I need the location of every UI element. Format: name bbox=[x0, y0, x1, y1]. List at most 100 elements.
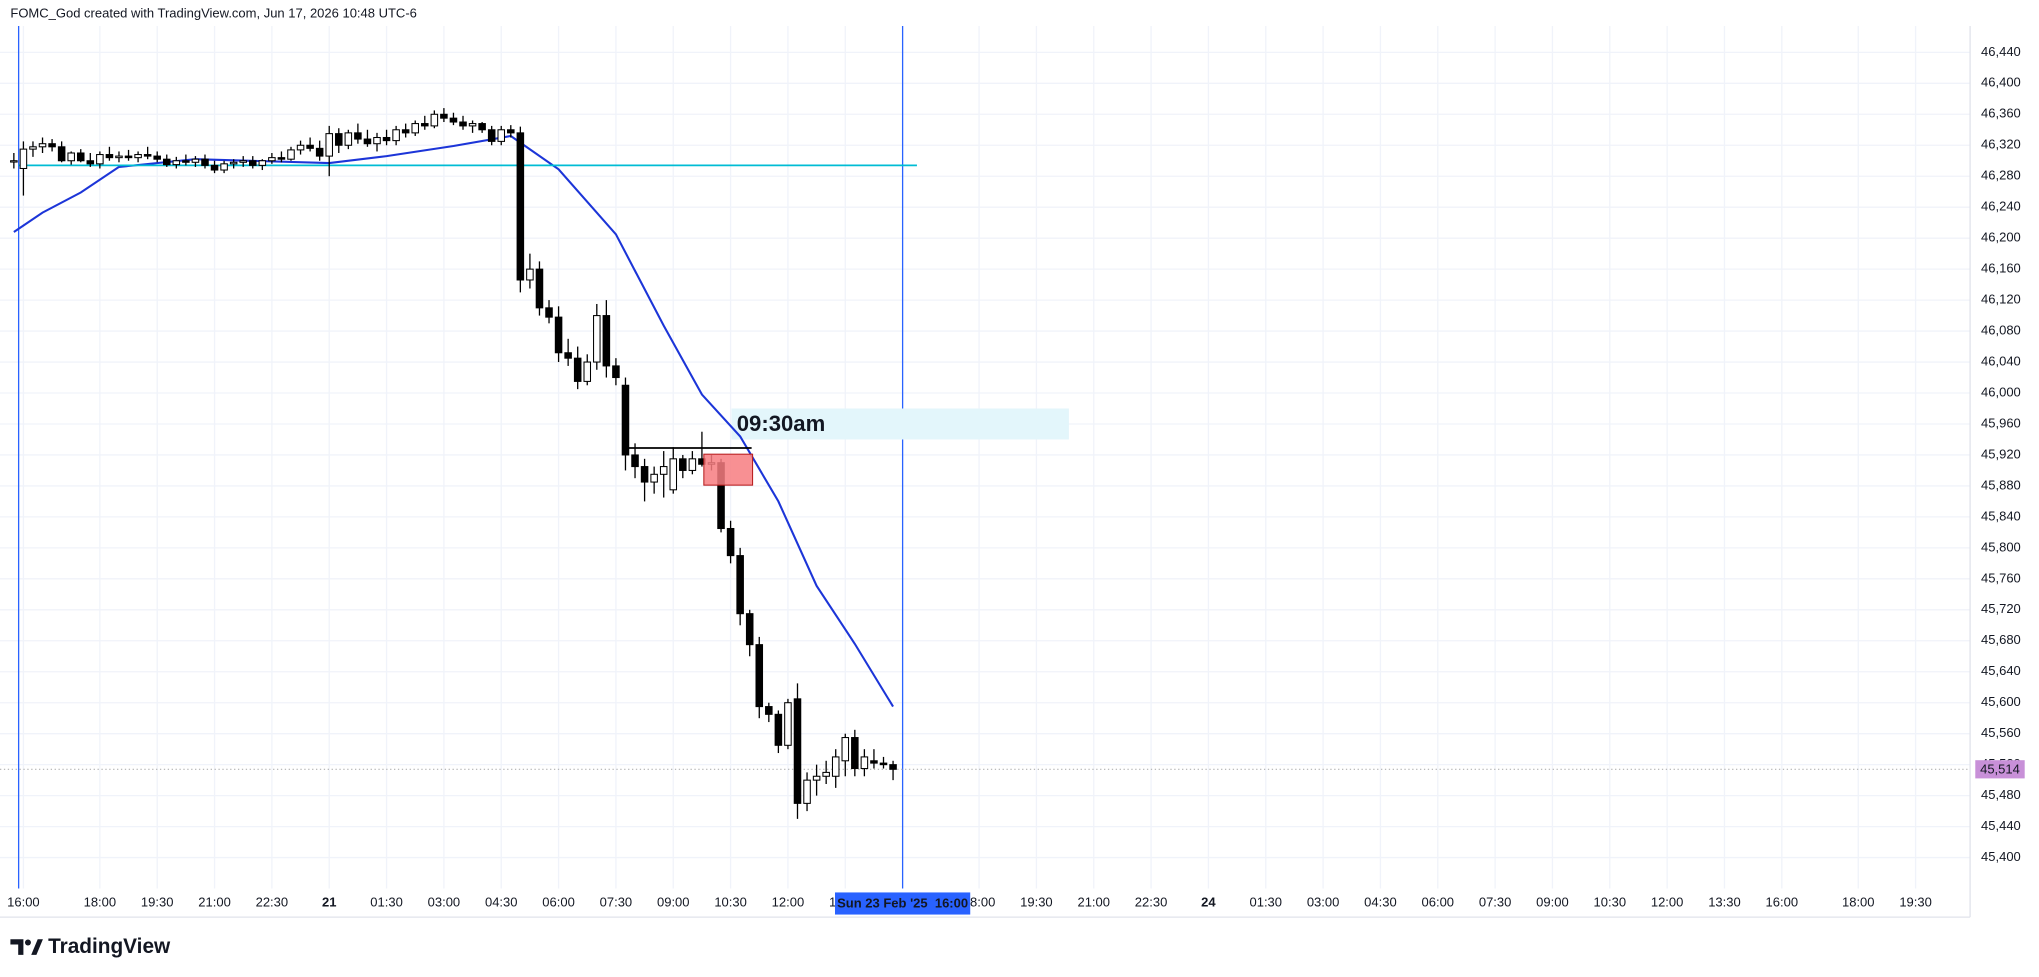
candle-body bbox=[162, 158, 171, 166]
candle-body bbox=[363, 138, 372, 145]
candle-body bbox=[602, 315, 611, 367]
candle-body bbox=[860, 756, 869, 770]
x-tick-label: 09:00 bbox=[1536, 894, 1569, 909]
y-tick-label: 46,400 bbox=[1981, 75, 2021, 90]
y-tick-label: 46,160 bbox=[1981, 261, 2021, 276]
logo-shape bbox=[31, 939, 43, 955]
y-tick-label: 45,800 bbox=[1981, 539, 2021, 554]
candle-body bbox=[48, 143, 56, 148]
candle-body bbox=[268, 157, 276, 162]
crosshair-box bbox=[834, 892, 971, 915]
zone-box bbox=[703, 453, 754, 486]
y-tick-label: 46,320 bbox=[1981, 137, 2021, 152]
candle-layer bbox=[10, 108, 897, 819]
candle-body bbox=[143, 154, 152, 157]
candle-body bbox=[19, 148, 28, 170]
candle-body bbox=[10, 160, 18, 163]
x-tick-label: 04:30 bbox=[485, 894, 518, 909]
candle-body bbox=[526, 268, 534, 281]
candle-body bbox=[812, 775, 821, 781]
y-tick-label: 46,080 bbox=[1981, 323, 2021, 338]
candle-body bbox=[96, 154, 104, 165]
brand-text: TradingView bbox=[48, 935, 171, 958]
x-tick-label: 07:30 bbox=[1479, 894, 1512, 909]
candle-body bbox=[650, 473, 658, 483]
candle-body bbox=[421, 123, 429, 127]
candle-body bbox=[277, 157, 286, 160]
y-tick-label: 45,760 bbox=[1981, 570, 2021, 585]
candle-body bbox=[564, 352, 572, 359]
x-tick-label: 19:30 bbox=[141, 894, 174, 909]
candle-body bbox=[879, 762, 888, 766]
x-tick-label: 24 bbox=[1201, 894, 1216, 909]
y-tick-label: 46,000 bbox=[1981, 384, 2021, 399]
x-tick-label: 19:30 bbox=[1020, 894, 1053, 909]
y-tick-label: 45,880 bbox=[1981, 477, 2021, 492]
candle-body bbox=[516, 132, 525, 281]
x-tick-label: 01:30 bbox=[1249, 894, 1282, 909]
candle-body bbox=[640, 466, 649, 483]
last-price-box bbox=[1975, 760, 2025, 779]
logo-shape bbox=[10, 939, 24, 955]
candle-body bbox=[507, 129, 515, 134]
candle-body bbox=[870, 760, 878, 764]
y-tick-label: 45,920 bbox=[1981, 446, 2021, 461]
y-tick-label: 45,960 bbox=[1981, 415, 2021, 430]
candle-body bbox=[296, 144, 305, 151]
candle-body bbox=[593, 315, 601, 363]
crosshair-label: Sun 23 Feb '25 16:00 bbox=[837, 896, 968, 911]
y-tick-label: 46,120 bbox=[1981, 292, 2021, 307]
y-tick-label: 46,240 bbox=[1981, 199, 2021, 214]
candle-body bbox=[220, 163, 228, 171]
x-tick-label: 21 bbox=[322, 894, 336, 909]
candle-body bbox=[573, 357, 582, 382]
x-tick-label: 03:00 bbox=[428, 894, 461, 909]
brand-logo: TradingView bbox=[10, 935, 171, 958]
logo-shape bbox=[24, 939, 31, 946]
y-tick-label: 45,480 bbox=[1981, 787, 2021, 802]
candle-body bbox=[669, 458, 678, 491]
x-tick-label: 21:00 bbox=[1077, 894, 1110, 909]
candle-body bbox=[239, 160, 247, 163]
candle-body bbox=[545, 307, 553, 318]
candle-body bbox=[736, 555, 744, 615]
y-tick-label: 46,440 bbox=[1981, 44, 2021, 59]
note-box bbox=[731, 408, 1069, 440]
candle-body bbox=[248, 160, 257, 166]
x-tick-label: 10:30 bbox=[714, 894, 747, 909]
candle-body bbox=[57, 146, 66, 162]
candle-body bbox=[688, 458, 697, 471]
candle-body bbox=[583, 361, 592, 382]
candle-body bbox=[449, 117, 458, 123]
candle-body bbox=[67, 152, 75, 162]
y-tick-label: 45,560 bbox=[1981, 725, 2021, 740]
y-tick-label: 45,720 bbox=[1981, 601, 2021, 616]
candle-body bbox=[392, 129, 400, 142]
candle-body bbox=[468, 123, 477, 127]
candle-body bbox=[803, 779, 811, 804]
x-tick-label: 18:00 bbox=[1842, 894, 1875, 909]
y-tick-label: 46,200 bbox=[1981, 230, 2021, 245]
candle-body bbox=[459, 121, 467, 127]
candle-body bbox=[86, 160, 95, 165]
candle-body bbox=[229, 161, 238, 165]
candle-body bbox=[153, 155, 161, 160]
y-tick-label: 45,600 bbox=[1981, 694, 2021, 709]
x-tick-label: 21:00 bbox=[198, 894, 231, 909]
candle-body bbox=[191, 158, 200, 163]
candle-body bbox=[535, 268, 544, 309]
note-text: 09:30am bbox=[737, 411, 825, 436]
candle-body bbox=[315, 147, 324, 157]
candle-body bbox=[401, 129, 410, 134]
x-tick-label: 07:30 bbox=[600, 894, 633, 909]
candle-body bbox=[745, 613, 754, 646]
candle-body bbox=[612, 365, 620, 379]
candle-body bbox=[440, 113, 448, 119]
candle-body bbox=[134, 154, 142, 159]
x-tick-label: 22:30 bbox=[256, 894, 289, 909]
candle-body bbox=[287, 149, 295, 160]
last-price-label: 45,514 bbox=[1980, 761, 2020, 776]
candle-body bbox=[621, 384, 630, 456]
candle-body bbox=[554, 316, 563, 354]
